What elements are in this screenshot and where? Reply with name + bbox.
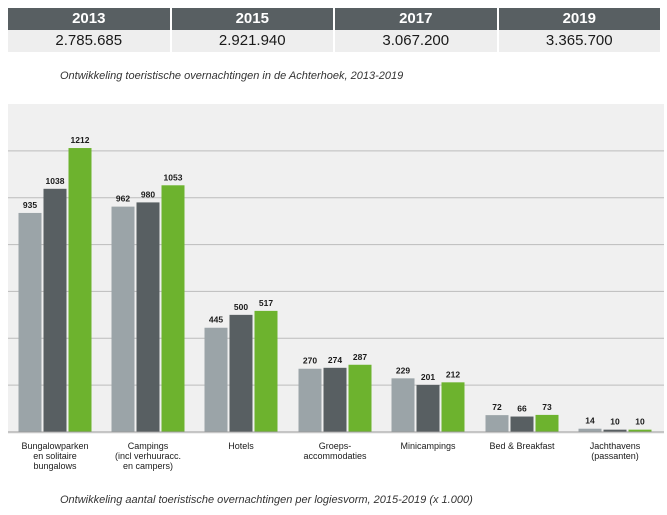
bar: [68, 148, 92, 432]
bar: [161, 185, 185, 432]
summary-value: 2.921.940: [171, 30, 335, 52]
data-label: 517: [259, 298, 273, 308]
bar: [391, 378, 415, 432]
summary-values-row: 2.785.685 2.921.940 3.067.200 3.365.700: [8, 30, 660, 52]
data-label: 500: [234, 302, 248, 312]
data-label: 212: [446, 369, 460, 379]
bar: [111, 206, 135, 432]
bar: [485, 415, 509, 432]
bar: [348, 364, 372, 432]
category-label: Bungalowparken: [21, 441, 88, 451]
data-label: 73: [542, 402, 552, 412]
category-label: (passanten): [591, 451, 639, 461]
summary-year: 2013: [8, 8, 172, 30]
data-label: 1053: [164, 172, 183, 182]
data-label: 201: [421, 372, 435, 382]
summary-value: 3.365.700: [498, 30, 660, 52]
data-label: 980: [141, 189, 155, 199]
chart-caption: Ontwikkeling aantal toeristische overnac…: [60, 494, 473, 506]
summary-caption: Ontwikkeling toeristische overnachtingen…: [60, 70, 404, 82]
category-label: bungalows: [33, 461, 77, 471]
category-label: Groeps-: [319, 441, 352, 451]
bar: [298, 368, 322, 432]
category-label: en campers): [123, 461, 173, 471]
summary-year: 2015: [171, 8, 335, 30]
bar: [323, 367, 347, 432]
data-label: 10: [635, 417, 645, 427]
bar: [603, 429, 627, 432]
bar: [628, 429, 652, 432]
category-label: (incl verhuuracc.: [115, 451, 181, 461]
category-label: Jachthavens: [590, 441, 641, 451]
summary-value: 2.785.685: [8, 30, 172, 52]
bar: [510, 416, 534, 432]
bar: [254, 310, 278, 432]
bar: [136, 202, 160, 432]
data-label: 72: [492, 402, 502, 412]
bar: [43, 188, 67, 432]
category-label: Minicampings: [400, 441, 456, 451]
data-label: 935: [23, 200, 37, 210]
bar: [204, 327, 228, 432]
data-label: 287: [353, 352, 367, 362]
category-label: accommodaties: [303, 451, 367, 461]
data-label: 962: [116, 194, 130, 204]
summary-header-row: 2013 2015 2017 2019: [8, 8, 660, 30]
data-label: 229: [396, 365, 410, 375]
category-label: en solitaire: [33, 451, 77, 461]
summary-year: 2017: [335, 8, 499, 30]
data-label: 270: [303, 356, 317, 366]
data-label: 445: [209, 315, 223, 325]
bar: [441, 382, 465, 432]
summary-year: 2019: [498, 8, 660, 30]
summary-value: 3.067.200: [335, 30, 499, 52]
category-label: Bed & Breakfast: [489, 441, 555, 451]
data-label: 14: [585, 416, 595, 426]
data-label: 274: [328, 355, 342, 365]
summary-table: 2013 2015 2017 2019 2.785.685 2.921.940 …: [8, 8, 660, 52]
bar: [578, 428, 602, 432]
category-label: Hotels: [228, 441, 254, 451]
data-label: 66: [517, 404, 527, 414]
data-label: 10: [610, 417, 620, 427]
bar: [535, 414, 559, 432]
bar: [229, 314, 253, 432]
data-label: 1038: [46, 176, 65, 186]
bar: [416, 384, 440, 432]
data-label: 1212: [71, 135, 90, 145]
category-label: Campings: [128, 441, 169, 451]
bar: [18, 212, 42, 432]
